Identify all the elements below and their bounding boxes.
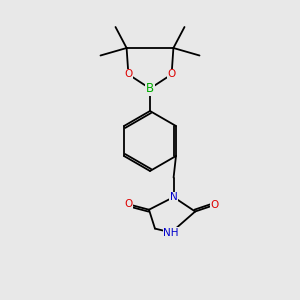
Text: N: N <box>170 192 178 202</box>
Text: O: O <box>167 69 176 80</box>
Text: O: O <box>124 69 133 80</box>
Text: O: O <box>124 199 133 209</box>
Text: B: B <box>146 82 154 95</box>
Text: O: O <box>211 200 219 210</box>
Text: NH: NH <box>164 227 179 238</box>
